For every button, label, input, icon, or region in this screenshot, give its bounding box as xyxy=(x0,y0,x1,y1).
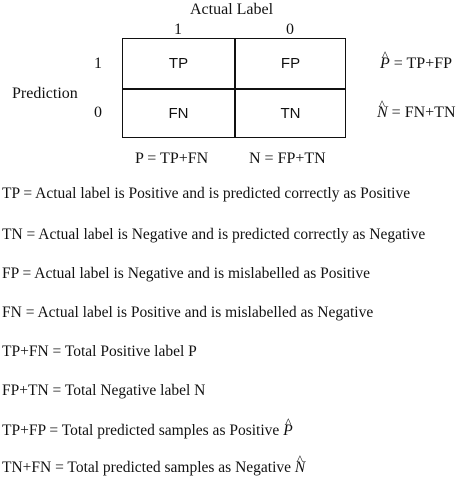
column-label-0: 0 xyxy=(286,21,294,38)
predicted-negative-sum: ^ N = FN+TN xyxy=(377,97,456,121)
cell-tp-text: TP xyxy=(168,55,189,72)
confusion-matrix: TP FP FN TN xyxy=(122,38,346,138)
actual-label-title: Actual Label xyxy=(190,1,274,18)
cell-fp: FP xyxy=(235,39,346,88)
definition-total-positive: TP+FN = Total Positive label P xyxy=(2,343,197,360)
column-label-1: 1 xyxy=(174,21,182,38)
cell-tn: TN xyxy=(235,89,346,138)
def-n-hat-symbol: ^ N xyxy=(294,452,306,476)
row-label-0: 0 xyxy=(94,104,102,121)
cell-tn-text: TN xyxy=(280,105,301,122)
definition-tp: TP = Actual label is Positive and is pre… xyxy=(2,185,411,202)
cell-fn: FN xyxy=(123,89,234,138)
definition-tn: TN = Actual label is Negative and is pre… xyxy=(2,226,426,243)
definition-fp: FP = Actual label is Negative and is mis… xyxy=(2,265,371,282)
row-label-1: 1 xyxy=(94,55,102,72)
predicted-positive-sum: ^ P = TP+FP xyxy=(380,48,453,72)
cell-tp: TP xyxy=(123,39,234,88)
actual-negative-sum: N = FP+TN xyxy=(249,150,326,167)
definition-total-negative: FP+TN = Total Negative label N xyxy=(2,382,206,399)
def-p-hat-symbol: ^ P xyxy=(283,415,293,439)
n-hat-symbol: ^ N xyxy=(377,97,388,121)
prediction-label: Prediction xyxy=(12,85,78,102)
matrix-horizontal-divider xyxy=(123,88,345,90)
cell-fn-text: FN xyxy=(168,105,189,122)
actual-positive-sum: P = TP+FN xyxy=(135,150,209,167)
cell-fp-text: FP xyxy=(280,55,301,72)
definition-predicted-negative: TN+FN = Total predicted samples as Negat… xyxy=(2,452,306,476)
definition-fn: FN = Actual label is Positive and is mis… xyxy=(2,304,374,321)
p-hat-symbol: ^ P xyxy=(380,48,390,72)
definition-predicted-positive: TP+FP = Total predicted samples as Posit… xyxy=(2,415,293,439)
